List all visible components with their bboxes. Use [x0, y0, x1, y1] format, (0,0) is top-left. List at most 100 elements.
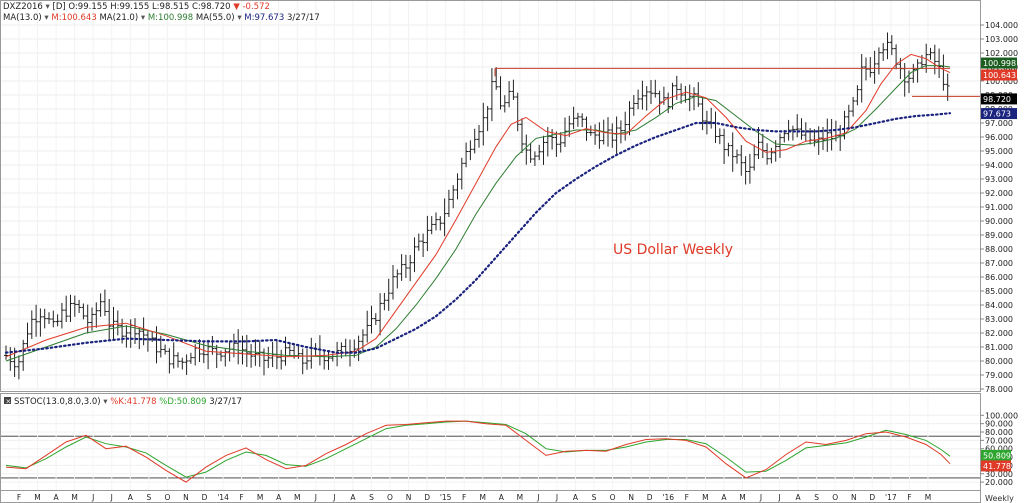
price-tick-label: 83.000	[985, 315, 1013, 324]
timeframe-label[interactable]: Weekly	[985, 494, 1014, 503]
ma55-readout: M:97.673	[244, 13, 284, 23]
ma13-badge	[981, 69, 1017, 81]
x-tick-label: A	[721, 493, 727, 502]
stoch-d-line	[5, 420, 951, 478]
price-tick-label: 89.000	[985, 231, 1013, 240]
price-tick-label: 90.000	[985, 217, 1013, 226]
x-tick-label: F	[17, 493, 21, 502]
x-tick-label: N	[183, 493, 189, 502]
stoch-d-badge-label: 50.809	[983, 451, 1011, 460]
price-tick-label: 102.000	[985, 49, 1018, 58]
price-tick-label: 84.000	[985, 301, 1013, 310]
stoch-tick-label: 20.000	[985, 478, 1013, 487]
stoch-tick-label: 70.000	[985, 436, 1013, 445]
x-tick-label: J	[759, 493, 762, 502]
price-tick-label: 86.000	[985, 273, 1013, 282]
x-tick-label: D	[869, 493, 875, 502]
x-tick-label: A	[499, 493, 505, 502]
ma21-badge-label: 100.998	[983, 59, 1016, 68]
stoch-k-badge-label: 41.778	[983, 462, 1011, 471]
x-tick-label: J	[110, 493, 113, 502]
price-tick-label: 95.000	[985, 147, 1013, 156]
stoch-panel	[0, 393, 981, 491]
ma13-readout: M:100.643	[51, 13, 96, 23]
stoch-tick-label: 100.000	[985, 411, 1018, 420]
x-tick-label: N	[851, 493, 857, 502]
stoch-tick-label: 30.000	[985, 470, 1013, 479]
price-tick-label: 93.000	[985, 175, 1013, 184]
ma55-badge-label: 97.673	[983, 110, 1011, 119]
stoch-tick-label: 80.000	[985, 428, 1013, 437]
x-tick-label: O	[832, 493, 838, 502]
x-tick-label: J	[332, 493, 335, 502]
value-badges: 100.998 100.643 98.720 97.673 50.809 41.778	[981, 57, 1017, 472]
x-tick-label: M	[71, 493, 77, 502]
x-tick-label: D	[424, 493, 430, 502]
x-tick-label: A	[276, 493, 282, 502]
price-tick-label: 92.000	[985, 189, 1013, 198]
price-bars	[4, 32, 980, 380]
x-tick-label: M	[702, 493, 708, 502]
stoch-header: SSTOC(13.0,8.0,3.0) ▾ %K:41.778 %D:50.80…	[14, 397, 242, 407]
x-tick-label: M	[480, 493, 486, 502]
stoch-lines	[5, 420, 951, 483]
xaxis-labels: F M A M J J A S O N D '14 F M A M J J A S O N D '15 F M A M J J A S O N D '…	[17, 493, 931, 502]
x-tick-label: O	[164, 493, 170, 502]
price-tick-label: 82.000	[985, 329, 1013, 338]
svg-text:×: ×	[5, 397, 11, 405]
x-tick-label: '15	[440, 493, 452, 502]
stoch-tick-label: 90.000	[985, 420, 1013, 429]
price-badge-label: 98.720	[983, 95, 1011, 104]
x-tick-label: M	[294, 493, 300, 502]
x-tick-label: J	[314, 493, 317, 502]
x-tick-label: A	[573, 493, 579, 502]
stoch-k-readout: %K:41.778	[110, 397, 156, 407]
ma13-badge-label: 100.643	[983, 71, 1016, 80]
x-tick-label: J	[91, 493, 94, 502]
x-tick-label: M	[925, 493, 931, 502]
price-tick-label: 94.000	[985, 161, 1013, 170]
x-tick-label: N	[628, 493, 634, 502]
stoch-yaxis: 100.00090.00080.00070.00060.00050.00040.…	[980, 411, 1018, 487]
x-tick-label: S	[814, 493, 819, 502]
x-tick-label: '14	[217, 493, 229, 502]
x-tick-label: J	[555, 493, 558, 502]
x-tick-label: M	[739, 493, 745, 502]
ohlc-readout: O:99.155 H:99.155 L:98.515 C:98.720	[68, 2, 230, 12]
price-tick-label: 100.000	[985, 77, 1018, 86]
interval-label: [D]	[53, 2, 66, 12]
stoch-d-readout: %D:50.809	[159, 397, 206, 407]
price-tick-label: 103.000	[985, 35, 1018, 44]
x-tick-label: N	[406, 493, 412, 502]
x-tick-label: F	[907, 493, 911, 502]
stoch-close-icon[interactable]	[4, 397, 11, 404]
price-badge	[981, 93, 1017, 105]
x-tick-label: '16	[662, 493, 674, 502]
x-tick-label: M	[34, 493, 40, 502]
x-tick-label: J	[777, 493, 780, 502]
price-tick-label: 87.000	[985, 259, 1013, 268]
price-tick-label: 80.000	[985, 357, 1013, 366]
x-tick-label: A	[350, 493, 356, 502]
x-tick-label: A	[796, 493, 802, 502]
moving-averages	[4, 53, 952, 362]
ma-header: MA(13.0) ▾ M:100.643 MA(21.0) ▾ M:100.99…	[3, 13, 320, 23]
price-tick-label: 78.000	[985, 385, 1013, 394]
ma55-line	[4, 112, 952, 354]
x-tick-label: F	[239, 493, 243, 502]
stoch-d-badge	[981, 449, 1011, 461]
price-panel	[0, 0, 981, 392]
stoch-tick-label: 60.000	[985, 445, 1013, 454]
change-down-icon: ▼	[231, 2, 243, 12]
x-tick-label: D	[202, 493, 208, 502]
x-tick-label: '17	[885, 493, 897, 502]
symbol-label: DXZ2016	[3, 2, 43, 12]
stoch-k-line	[5, 420, 951, 483]
price-tick-label: 85.000	[985, 287, 1013, 296]
x-tick-label: M	[517, 493, 523, 502]
x-tick-label: O	[387, 493, 393, 502]
date-readout: 3/27/17	[287, 13, 320, 23]
ma55-badge	[981, 108, 1017, 120]
ma21-badge	[981, 57, 1017, 69]
